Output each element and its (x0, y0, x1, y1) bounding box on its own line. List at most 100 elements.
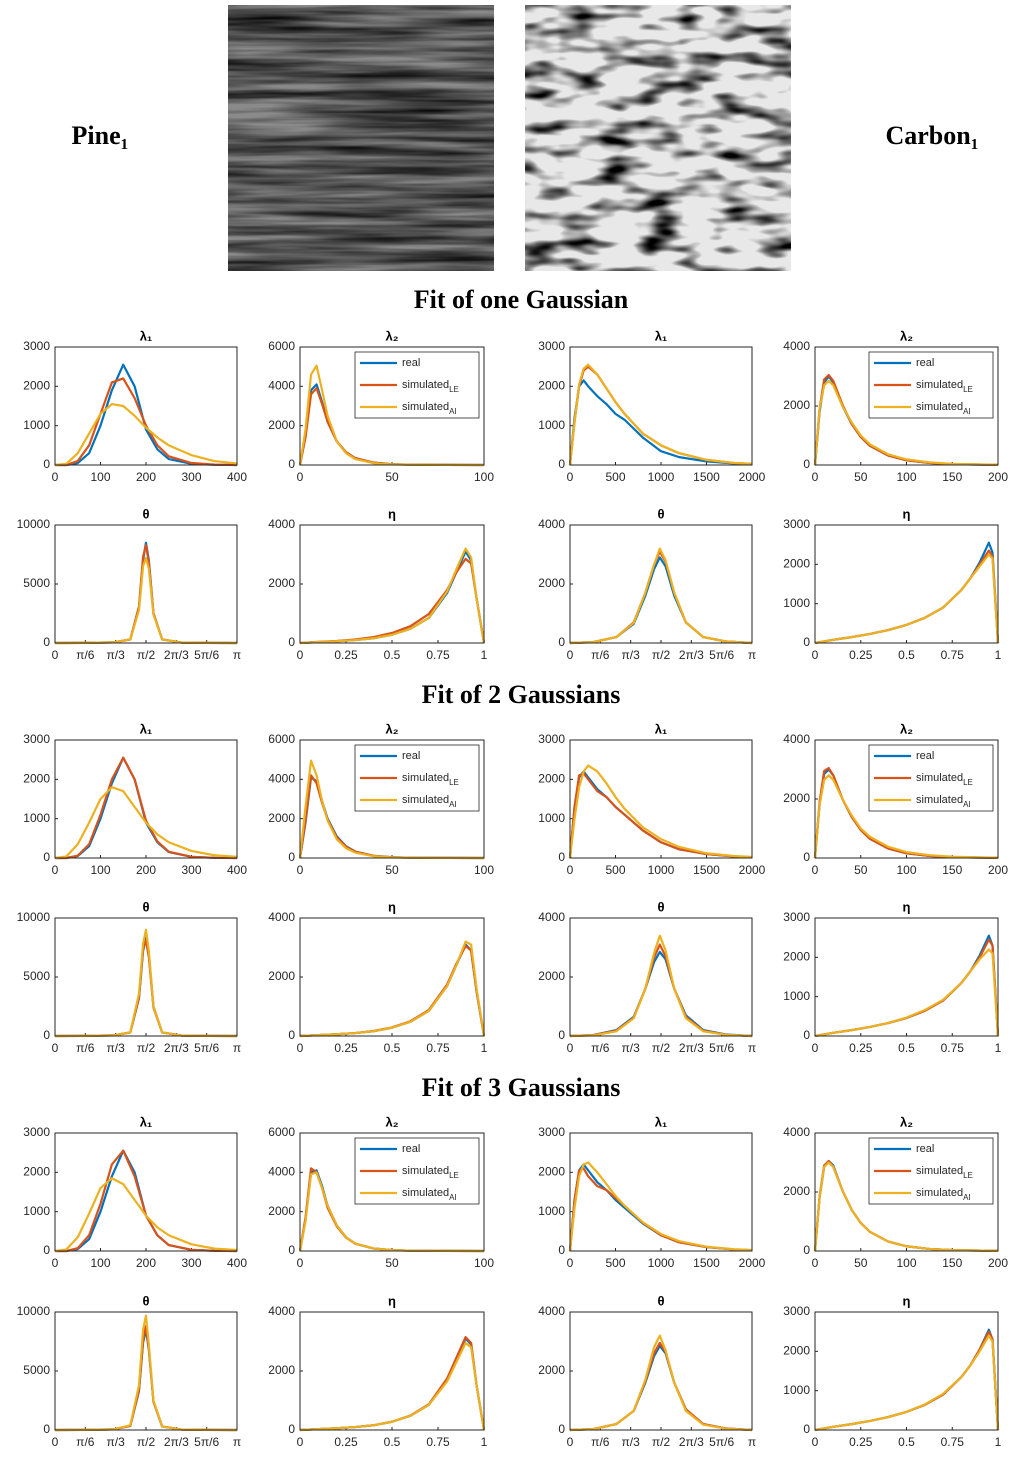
x-tick-label: 1 (995, 648, 1002, 662)
x-tick-label: 50 (385, 470, 399, 484)
plot-area (570, 1312, 752, 1430)
axes-frame (814, 739, 999, 859)
x-tick-label: π (748, 648, 756, 662)
axes-frame (299, 1132, 485, 1252)
subplot: η 0 0.25 0.5 0.75 1 0 1000 2000 3000 (783, 899, 1001, 1055)
subplot: λ₂0 50 100 150 200020004000realsimulatedLEsi… (783, 1114, 1008, 1270)
axes-frame (814, 1132, 999, 1252)
x-tick-label: 400 (227, 470, 247, 484)
data-line (568, 363, 753, 466)
subplot: θ 0 π/6 π/3 π/2 2π/3 5π/6 π 0 5000 10000 (17, 506, 242, 662)
data-line (568, 764, 753, 859)
y-tick-label: 2000 (268, 1363, 295, 1377)
legend-name: simulated (916, 1187, 963, 1199)
x-tick-label: π/6 (76, 1041, 95, 1055)
legend-name: real (916, 1143, 934, 1155)
x-tick-label: 0 (297, 1435, 304, 1449)
x-tick-label: 150 (942, 863, 962, 877)
x-tick-label: 400 (227, 863, 247, 877)
data-line (569, 934, 753, 1038)
y-tick-label: 2000 (538, 1363, 565, 1377)
plot-area (55, 347, 237, 465)
legend-label: simulatedLE (916, 772, 973, 787)
y-tick-label: 1000 (783, 989, 810, 1003)
y-tick-label: 0 (43, 850, 50, 864)
y-tick-label: 2000 (268, 811, 295, 825)
legend-label: simulatedAI (402, 794, 457, 809)
y-tick-label: 2000 (783, 791, 810, 805)
legend-label: simulatedAI (916, 401, 971, 416)
x-tick-label: 0.5 (898, 1435, 915, 1449)
data-line (299, 547, 486, 645)
y-tick-label: 2000 (23, 772, 50, 786)
right-label: Carbon₁ (885, 121, 978, 150)
x-tick-label: 200 (988, 470, 1008, 484)
y-tick-label: 3000 (538, 1125, 565, 1139)
x-tick-label: 100 (896, 470, 916, 484)
y-tick-label: 1000 (23, 1204, 50, 1218)
y-tick-label: 2000 (538, 1165, 565, 1179)
x-tick-label: 0 (52, 470, 59, 484)
left-label: Pine₁ (72, 121, 129, 150)
x-tick-label: π (233, 648, 241, 662)
y-tick-label: 0 (803, 457, 810, 471)
x-tick-label: 200 (988, 863, 1008, 877)
x-tick-label: 0 (567, 1435, 574, 1449)
data-line (54, 1177, 238, 1253)
legend-label: real (402, 1143, 420, 1155)
subplot-title: λ₂ (900, 1114, 913, 1129)
x-tick-label: π (748, 1435, 756, 1449)
x-tick-label: 1 (995, 1435, 1002, 1449)
legend-label: real (402, 750, 420, 762)
legend-name: simulated (916, 1165, 963, 1177)
subplot-title: λ₁ (655, 328, 668, 343)
x-tick-label: 0 (52, 1041, 59, 1055)
x-tick-label: 0 (812, 1041, 819, 1055)
axes-frame (299, 739, 485, 859)
subplot-title: η (388, 506, 396, 521)
y-tick-label: 4000 (268, 517, 295, 531)
y-tick-label: 2000 (783, 950, 810, 964)
y-tick-label: 3000 (783, 910, 810, 924)
x-tick-label: 0 (812, 863, 819, 877)
data-line (813, 1161, 999, 1252)
x-tick-label: π/3 (107, 1435, 126, 1449)
x-tick-label: 0 (297, 1256, 304, 1270)
x-tick-label: 100 (474, 1256, 494, 1270)
x-tick-label: 100 (474, 863, 494, 877)
x-tick-label: 1500 (693, 1256, 720, 1270)
subplot: λ₁ 0 100 200 300 400 0 1000 2000 3000 (23, 721, 247, 877)
legend-name: simulated (402, 772, 449, 784)
x-tick-label: π/2 (137, 1041, 156, 1055)
x-tick-label: 0.25 (334, 1435, 358, 1449)
axes-frame (814, 346, 999, 466)
plot-area (55, 1133, 237, 1251)
x-tick-label: 0 (52, 863, 59, 877)
y-tick-label: 0 (288, 1243, 295, 1257)
data-line (569, 547, 753, 645)
x-tick-label: 50 (854, 863, 868, 877)
legend-subscript: LE (449, 385, 459, 394)
x-tick-label: 1500 (693, 863, 720, 877)
y-tick-label: 0 (43, 1422, 50, 1436)
x-tick-label: 1000 (648, 470, 675, 484)
x-tick-label: 0 (812, 1435, 819, 1449)
legend-subscript: AI (449, 407, 457, 416)
subplot-title: λ₁ (140, 328, 153, 343)
subplot-title: η (903, 1293, 911, 1308)
axes-frame (299, 1311, 485, 1431)
legend-subscript: LE (449, 778, 459, 787)
axes-frame (569, 346, 753, 466)
y-tick-label: 5000 (23, 1363, 50, 1377)
axes-frame (814, 1311, 999, 1431)
x-tick-label: 300 (181, 863, 201, 877)
y-tick-label: 0 (288, 1422, 295, 1436)
subplot: λ₁ 0 500 1000 1500 2000 0 1000 2000 3000 (538, 1114, 765, 1270)
x-tick-label: 2π/3 (679, 1435, 704, 1449)
y-tick-label: 0 (43, 457, 50, 471)
axes-frame (569, 1311, 753, 1431)
x-tick-label: 0 (567, 648, 574, 662)
x-tick-label: 0.25 (849, 648, 873, 662)
